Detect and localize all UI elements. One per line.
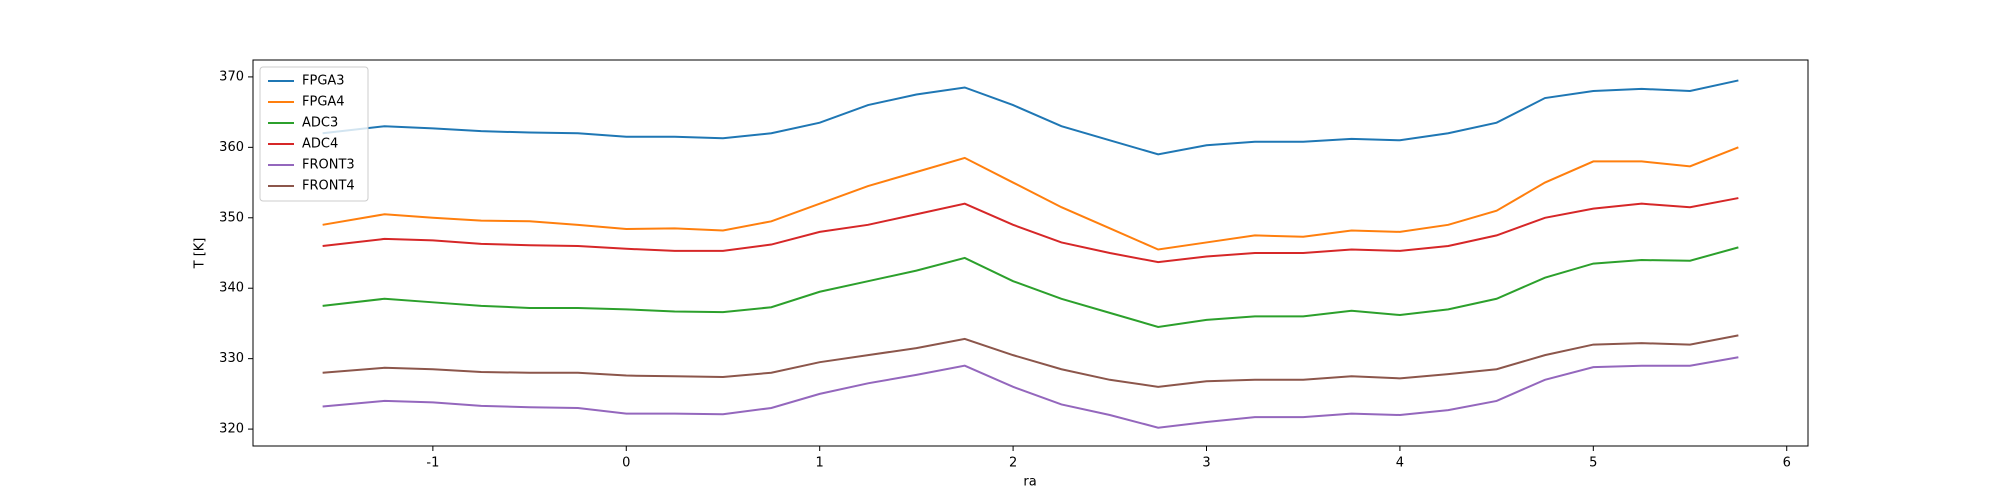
series-line bbox=[322, 197, 1739, 264]
x-axis-label: ra bbox=[1023, 475, 1036, 490]
x-tick-label: 1 bbox=[816, 456, 824, 471]
x-tick-label: -1 bbox=[426, 456, 439, 471]
legend-label: FRONT4 bbox=[302, 179, 355, 194]
y-tick-label: 320 bbox=[219, 422, 244, 437]
legend-label: ADC4 bbox=[302, 137, 338, 152]
series-line bbox=[322, 79, 1739, 156]
legend-label: FPGA4 bbox=[302, 95, 345, 110]
legend-label: ADC3 bbox=[302, 116, 338, 131]
series-line bbox=[322, 146, 1739, 251]
y-tick-label: 370 bbox=[219, 69, 244, 84]
x-tick-label: 3 bbox=[1202, 456, 1210, 471]
x-tick-label: 6 bbox=[1783, 456, 1791, 471]
plot-frame bbox=[252, 59, 1809, 447]
y-tick-label: 360 bbox=[219, 140, 244, 155]
x-tick-label: 0 bbox=[622, 456, 630, 471]
x-tick-label: 4 bbox=[1396, 456, 1404, 471]
y-tick-label: 340 bbox=[219, 281, 244, 296]
y-tick-label: 350 bbox=[219, 210, 244, 225]
legend-box bbox=[259, 66, 369, 202]
x-tick-label: 2 bbox=[1009, 456, 1017, 471]
series-line bbox=[322, 246, 1739, 328]
series-line bbox=[322, 356, 1739, 429]
x-tick-label: 5 bbox=[1589, 456, 1597, 471]
legend-label: FRONT3 bbox=[302, 158, 355, 173]
series-line bbox=[322, 334, 1739, 388]
y-axis-label: T [K] bbox=[193, 238, 208, 270]
legend-label: FPGA3 bbox=[302, 74, 345, 89]
y-tick-label: 330 bbox=[219, 351, 244, 366]
